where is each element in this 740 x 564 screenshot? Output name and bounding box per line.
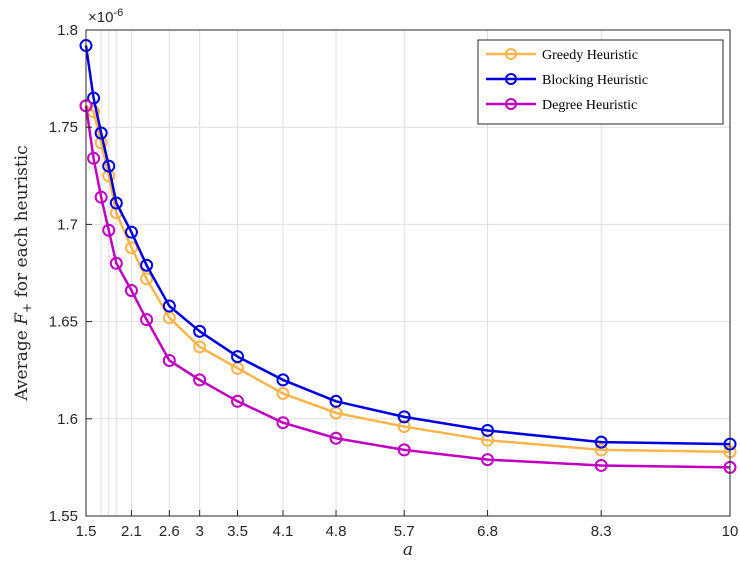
legend-item-greedy: Greedy Heuristic — [486, 48, 638, 63]
data-point — [102, 159, 116, 173]
legend-label-degree: Degree Heuristic — [542, 98, 637, 113]
data-point — [140, 258, 154, 272]
data-point — [193, 324, 207, 338]
series-line — [84, 105, 731, 469]
data-point — [124, 241, 138, 255]
y-multiplier: ×10-6 — [88, 7, 123, 26]
y-tick-label: 1.55 — [49, 508, 78, 525]
legend-marker-greedy — [505, 48, 517, 60]
legend-item-degree: Degree Heuristic — [486, 98, 637, 113]
data-point — [329, 431, 343, 445]
y-tick-label: 1.75 — [49, 119, 78, 136]
y-axis-title: Average F+ for each heuristic — [12, 145, 34, 401]
data-point — [124, 225, 138, 239]
data-point — [109, 196, 123, 210]
data-point — [140, 272, 154, 286]
data-point — [193, 340, 207, 354]
y-axis-title-subscript: + — [20, 303, 34, 313]
x-tick-label: 3 — [195, 523, 203, 540]
legend: Greedy Heuristic Blocking Heuristic Degr… — [477, 39, 724, 125]
data-point — [109, 256, 123, 270]
data-point — [397, 443, 411, 457]
data-point — [140, 313, 154, 327]
data-point — [276, 416, 290, 430]
x-tick-label: 2.1 — [121, 523, 142, 540]
x-tick-label: 5.7 — [394, 523, 415, 540]
y-multiplier-exponent: -6 — [113, 7, 123, 19]
x-tick-label: 10 — [722, 523, 739, 540]
x-tick-label: 2.6 — [159, 523, 180, 540]
data-point — [276, 373, 290, 387]
x-tick-label: 1.5 — [76, 523, 97, 540]
y-axis-title-prefix: Average — [12, 325, 32, 402]
data-point — [87, 91, 101, 105]
series-blocking-heuristic — [79, 39, 737, 451]
data-point — [397, 420, 411, 434]
data-point — [481, 453, 495, 467]
axis-ticks — [85, 29, 731, 517]
legend-marker-blocking — [505, 73, 517, 85]
data-point — [87, 151, 101, 165]
tick-labels: 1.5 2.1 2.6 3 3.5 4.1 4.8 5.7 6.8 8.3 10 1.55 1.6 1.6… — [49, 22, 739, 540]
series-degree-heuristic — [79, 99, 737, 474]
x-tick-label: 4.1 — [273, 523, 294, 540]
series-line — [85, 104, 731, 454]
data-point — [481, 433, 495, 447]
legend-item-blocking: Blocking Heuristic — [486, 73, 648, 88]
data-point — [193, 373, 207, 387]
data-point — [276, 387, 290, 401]
data-point — [231, 350, 245, 364]
series-line — [84, 45, 731, 446]
y-tick-label: 1.7 — [57, 216, 78, 233]
y-tick-label: 1.8 — [57, 22, 78, 39]
legend-marker-degree — [505, 98, 517, 110]
legend-label-greedy: Greedy Heuristic — [542, 48, 638, 63]
y-tick-label: 1.65 — [49, 314, 78, 331]
data-point — [594, 443, 608, 457]
y-axis-title-variable: F — [12, 312, 32, 326]
x-axis-title: a — [403, 540, 413, 560]
x-tick-label: 4.8 — [326, 523, 347, 540]
x-tick-label: 6.8 — [477, 523, 498, 540]
data-point — [162, 299, 176, 313]
data-point — [594, 435, 608, 449]
data-point — [94, 126, 108, 140]
data-point — [102, 223, 116, 237]
x-tick-label: 8.3 — [591, 523, 612, 540]
plot-frame — [85, 29, 731, 517]
data-point — [397, 410, 411, 424]
y-tick-label: 1.6 — [57, 411, 78, 428]
series-layer — [79, 39, 737, 474]
legend-label-blocking: Blocking Heuristic — [542, 73, 648, 88]
data-point — [162, 353, 176, 367]
data-point — [94, 190, 108, 204]
x-tick-label: 3.5 — [227, 523, 248, 540]
data-point — [481, 423, 495, 437]
data-point — [231, 394, 245, 408]
y-multiplier-base: ×10 — [88, 9, 113, 26]
data-point — [124, 283, 138, 297]
data-point — [594, 458, 608, 472]
y-axis-title-suffix: for each heuristic — [12, 145, 32, 303]
data-point — [329, 394, 343, 408]
